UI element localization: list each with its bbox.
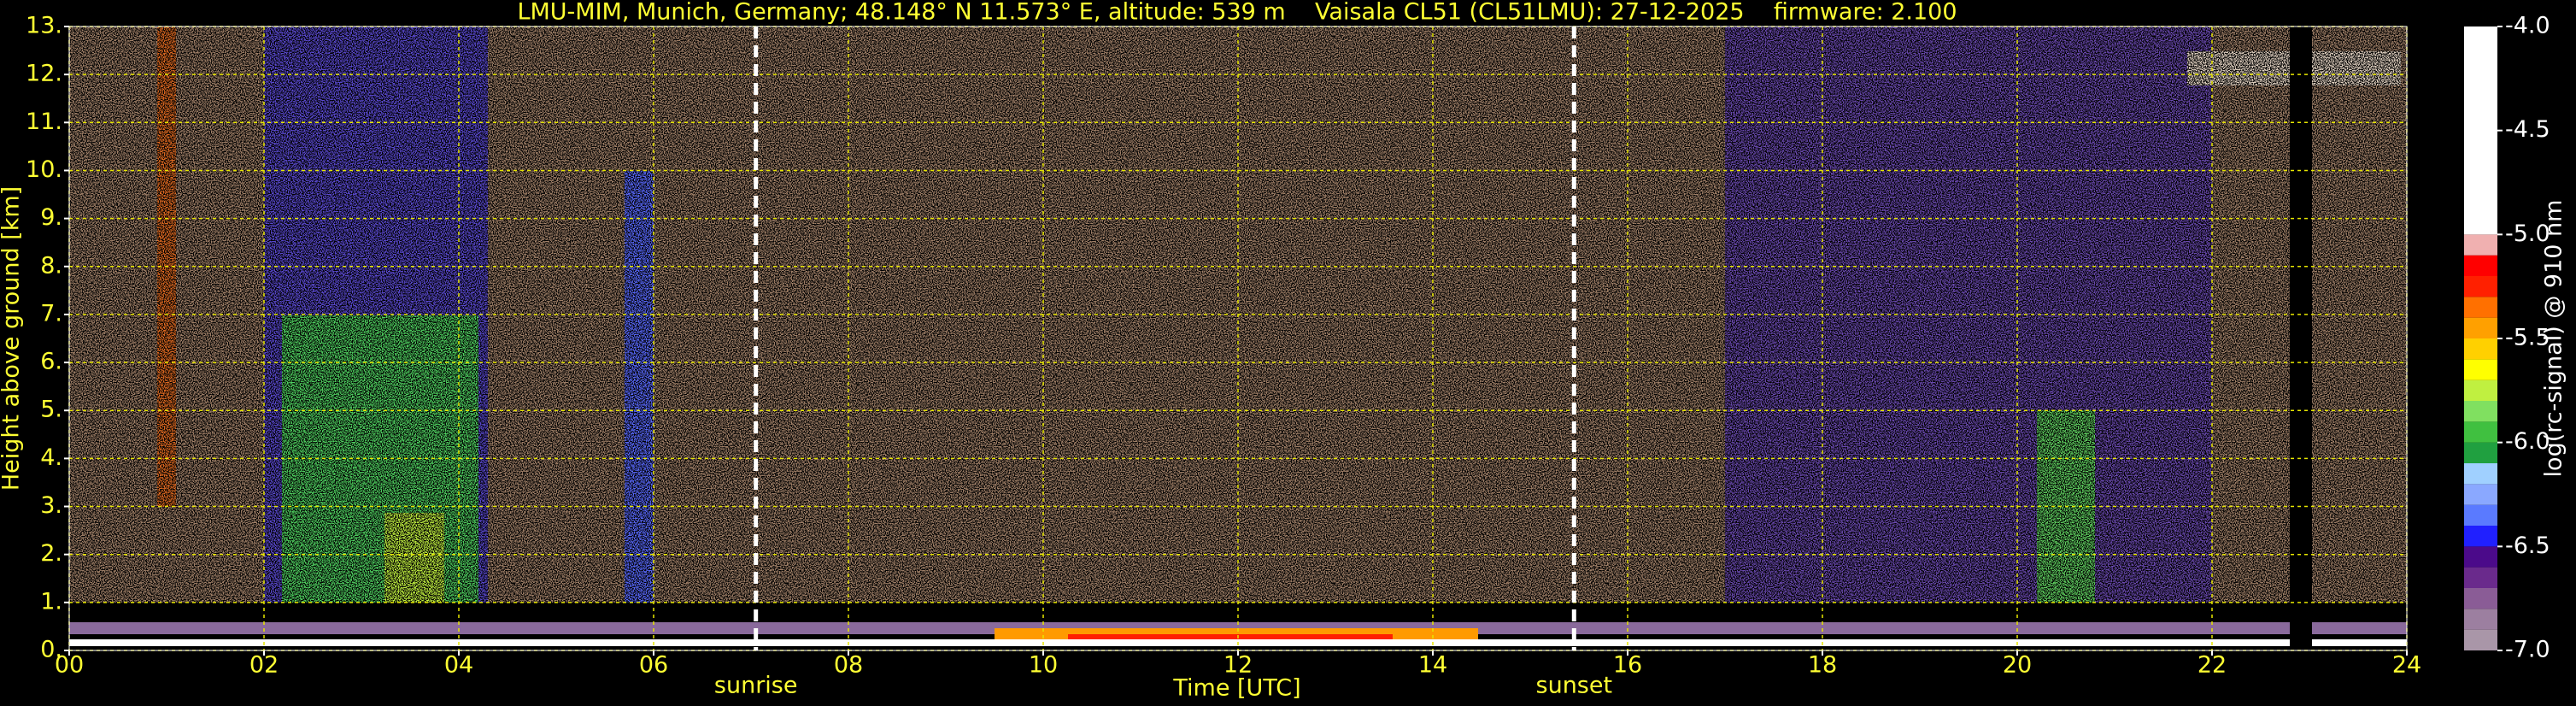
x-tick-label: 02 — [249, 652, 279, 679]
colorbar-bin — [2464, 379, 2497, 401]
colorbar: log(rc-signal) @ 910 nm -4.0 -4.5 -5.0 -5.5… — [2464, 13, 2567, 663]
y-tick-label: 9. — [40, 204, 62, 231]
y-tick-label: 11. — [26, 109, 62, 135]
y-tick-label: 10. — [26, 156, 62, 183]
y-tick-label: 7. — [40, 300, 62, 327]
x-tick-label: 06 — [639, 652, 668, 679]
annotation-label: sunset — [1536, 673, 1613, 699]
y-tick-label: 0. — [40, 637, 62, 663]
colorbar-tick-label: -7.0 — [2505, 637, 2550, 663]
colorbar-bin — [2464, 255, 2497, 276]
colorbar-tick-label: -4.5 — [2505, 116, 2550, 143]
data-gap — [2290, 26, 2312, 650]
colorbar-bin — [2464, 276, 2497, 297]
colorbar-label: log(rc-signal) @ 910 nm — [2541, 200, 2567, 478]
y-tick-label: 1. — [40, 588, 62, 615]
y-tick-label: 12. — [26, 61, 62, 87]
y-tick-label: 6. — [40, 349, 62, 375]
y-tick-label: 3. — [40, 492, 62, 519]
y-tick-label: 2. — [40, 540, 62, 567]
x-tick-label: 08 — [834, 652, 863, 679]
x-tick-label: 22 — [2198, 652, 2227, 679]
plot-frame — [68, 26, 2408, 651]
x-tick-label: 20 — [2003, 652, 2032, 679]
colorbar-bin — [2464, 546, 2497, 568]
annotation-label: sunrise — [714, 673, 798, 699]
colorbar-bin — [2464, 421, 2497, 443]
colorbar-bin — [2464, 338, 2497, 360]
colorbar-bin — [2464, 359, 2497, 380]
colorbar-bin — [2464, 297, 2497, 318]
colorbar-bin — [2464, 567, 2497, 588]
y-tick-label: 5. — [40, 397, 62, 423]
surface-layer — [1068, 634, 1393, 641]
colorbar-bin — [2464, 317, 2497, 338]
colorbar-bin — [2464, 463, 2497, 485]
x-tick-label: 14 — [1418, 652, 1447, 679]
x-tick-label: 10 — [1029, 652, 1058, 679]
colorbar-tick-label: -5.0 — [2505, 221, 2550, 247]
colorbar-tick-label: -5.5 — [2505, 325, 2550, 351]
colorbar-bin — [2464, 442, 2497, 463]
colorbar-bin — [2464, 609, 2497, 630]
x-tick-label: 24 — [2392, 652, 2421, 679]
colorbar-bin — [2464, 588, 2497, 609]
colorbar-bin — [2464, 26, 2497, 235]
x-tick-label: 18 — [1808, 652, 1837, 679]
colorbar-bin — [2464, 526, 2497, 547]
colorbar-bin — [2464, 234, 2497, 256]
y-tick-label: 4. — [40, 444, 62, 471]
colorbar-bin — [2464, 504, 2497, 526]
colorbar-tick-label: -6.0 — [2505, 428, 2550, 455]
y-tick-label: 8. — [40, 252, 62, 279]
colorbar-tick-label: -4.0 — [2505, 13, 2550, 39]
x-axis-label: Time [UTC] — [1172, 675, 1300, 702]
x-tick-label: 16 — [1613, 652, 1642, 679]
colorbar-tick-label: -6.5 — [2505, 532, 2550, 559]
colorbar-bin — [2464, 484, 2497, 505]
x-tick-label: 00 — [55, 652, 84, 679]
x-tick-label: 12 — [1223, 652, 1253, 679]
y-axis-label: Height above ground [km] — [0, 186, 25, 491]
chart-title: LMU-MIM, Munich, Germany; 48.148° N 11.5… — [517, 0, 1957, 26]
y-tick-label: 13. — [26, 13, 62, 39]
colorbar-bin — [2464, 629, 2497, 650]
colorbar-bin — [2464, 401, 2497, 422]
x-tick-label: 04 — [444, 652, 473, 679]
